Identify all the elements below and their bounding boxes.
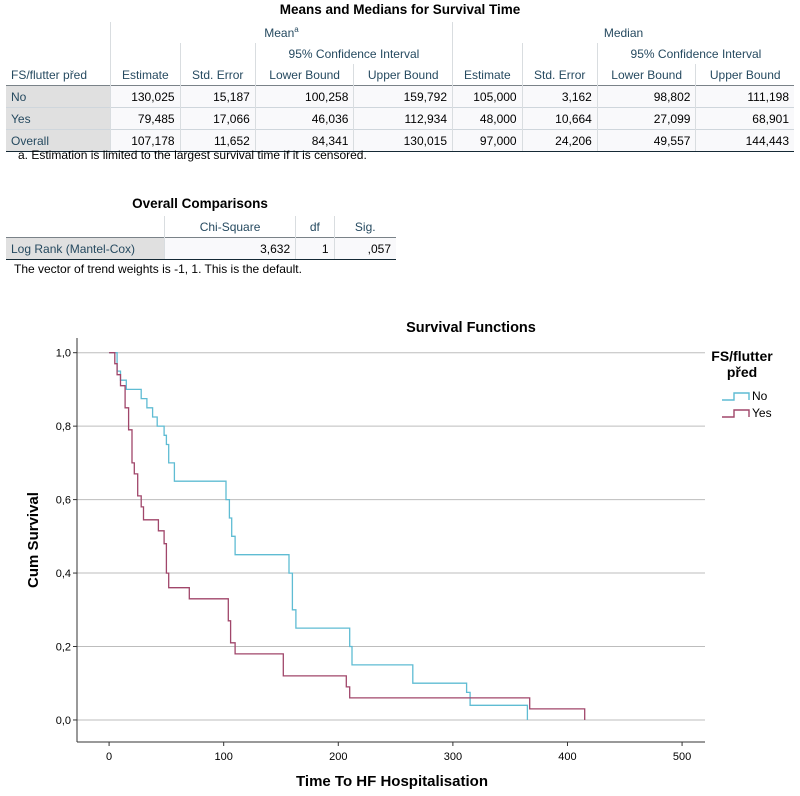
overall-comparisons-table: Chi-Square df Sig. Log Rank (Mantel-Cox)…: [6, 216, 396, 260]
row-label: Yes: [6, 107, 111, 130]
row-header-label: FS/flutter před: [6, 64, 111, 86]
x-tick-labels: 0 100 200 300 400 500: [106, 751, 691, 763]
table-row: Log Rank (Mantel-Cox) 3,632 1 ,057: [6, 237, 396, 260]
comparisons-table-title: Overall Comparisons: [132, 196, 268, 211]
y-axis-label: Cum Survival: [25, 492, 42, 588]
cell: 27,099: [596, 107, 696, 130]
y-tick-label: 0,6: [56, 495, 71, 507]
x-tick-label: 300: [444, 751, 462, 763]
x-tick-label: 100: [215, 751, 233, 763]
cell: 144,443: [695, 129, 794, 152]
col-header: Sig.: [333, 216, 396, 238]
legend-label-yes: Yes: [752, 406, 772, 420]
x-axis-label: Time To HF Hospitalisation: [296, 773, 488, 790]
y-tick-label: 0,2: [56, 642, 71, 654]
cell: 17,066: [179, 107, 256, 130]
series-lines: [109, 352, 586, 720]
col-header: Std. Error: [521, 64, 598, 86]
row-label: Overall: [6, 129, 111, 152]
mean-ci-header: 95% Confidence Interval: [254, 43, 453, 64]
col-header: Chi-Square: [163, 216, 296, 238]
chart-title: Survival Functions: [406, 320, 536, 336]
cell: 130,015: [353, 129, 453, 152]
header-row: Chi-Square df Sig.: [6, 216, 396, 238]
col-header: Estimate: [110, 64, 181, 86]
survival-chart: Survival Functions 0,0 0,2 0,4 0,6 0,8 1,0 0 1…: [25, 320, 773, 790]
x-tick-label: 400: [558, 751, 576, 763]
cell: 130,025: [110, 85, 181, 108]
cell: 159,792: [353, 85, 453, 108]
col-header: df: [295, 216, 335, 238]
comparisons-footnote: The vector of trend weights is -1, 1. Th…: [14, 262, 302, 276]
mean-group-header: Meana: [109, 22, 453, 43]
y-tick-labels: 0,0 0,2 0,4 0,6 0,8 1,0: [56, 348, 71, 727]
y-tick-label: 0,4: [56, 568, 71, 580]
y-tick-label: 0,8: [56, 421, 71, 433]
cell: 107,178: [110, 129, 181, 152]
col-header: Lower Bound: [596, 64, 696, 86]
cell: 100,258: [254, 85, 354, 108]
cell: 68,901: [695, 107, 794, 130]
legend-marker-yes: [722, 409, 750, 418]
x-tick-label: 0: [106, 751, 112, 763]
header-row-2: 95% Confidence Interval 95% Confidence I…: [6, 43, 794, 64]
cell: 24,206: [521, 129, 598, 152]
legend-marker-no: [722, 392, 750, 401]
cell: 10,664: [521, 107, 598, 130]
cell: 48,000: [452, 107, 523, 130]
legend-label-no: No: [752, 389, 768, 403]
x-tick-label: 500: [673, 751, 691, 763]
y-tick-label: 0,0: [56, 715, 71, 727]
cell: 98,802: [596, 85, 696, 108]
series-line-yes: [109, 352, 586, 720]
cell: 79,485: [110, 107, 181, 130]
table-row: No 130,025 15,187 100,258 159,792 105,00…: [6, 85, 794, 108]
row-label: No: [6, 85, 111, 108]
means-footnote: a. Estimation is limited to the largest …: [18, 148, 367, 162]
series-line-no: [109, 352, 529, 720]
table-row: Yes 79,485 17,066 46,036 112,934 48,000 …: [6, 107, 794, 130]
row-label: Log Rank (Mantel-Cox): [6, 237, 165, 260]
header-row-1: Meana Median: [6, 22, 794, 43]
cell: 3,632: [163, 237, 296, 260]
col-header: Upper Bound: [353, 64, 453, 86]
col-header: Lower Bound: [254, 64, 354, 86]
col-header: Upper Bound: [695, 64, 794, 86]
cell: 49,557: [596, 129, 696, 152]
median-ci-header: 95% Confidence Interval: [596, 43, 794, 64]
cell: ,057: [333, 237, 396, 260]
cell: 46,036: [254, 107, 354, 130]
legend-title-line2: před: [727, 364, 757, 380]
cell: 111,198: [695, 85, 794, 108]
header-row-3: FS/flutter před Estimate Std. Error Lowe…: [6, 64, 794, 86]
median-group-header: Median: [452, 22, 794, 43]
x-tick-label: 200: [329, 751, 347, 763]
legend-title-line1: FS/flutter: [711, 348, 773, 364]
cell: 15,187: [179, 85, 256, 108]
cell: 84,341: [254, 129, 354, 152]
col-header: Estimate: [452, 64, 523, 86]
means-medians-table: Meana Median 95% Confidence Interval 95%…: [6, 22, 794, 152]
col-header: Std. Error: [179, 64, 256, 86]
cell: 112,934: [353, 107, 453, 130]
axes: [73, 338, 705, 746]
cell: 105,000: [452, 85, 523, 108]
table-row: Overall 107,178 11,652 84,341 130,015 97…: [6, 129, 794, 152]
cell: 11,652: [179, 129, 256, 152]
cell: 97,000: [452, 129, 523, 152]
grid-lines: [77, 352, 705, 721]
cell: 3,162: [521, 85, 598, 108]
cell: 1: [295, 237, 335, 260]
means-table-title: Means and Medians for Survival Time: [279, 2, 521, 17]
y-tick-label: 1,0: [56, 348, 71, 360]
legend: FS/flutter před No Yes: [711, 348, 773, 420]
